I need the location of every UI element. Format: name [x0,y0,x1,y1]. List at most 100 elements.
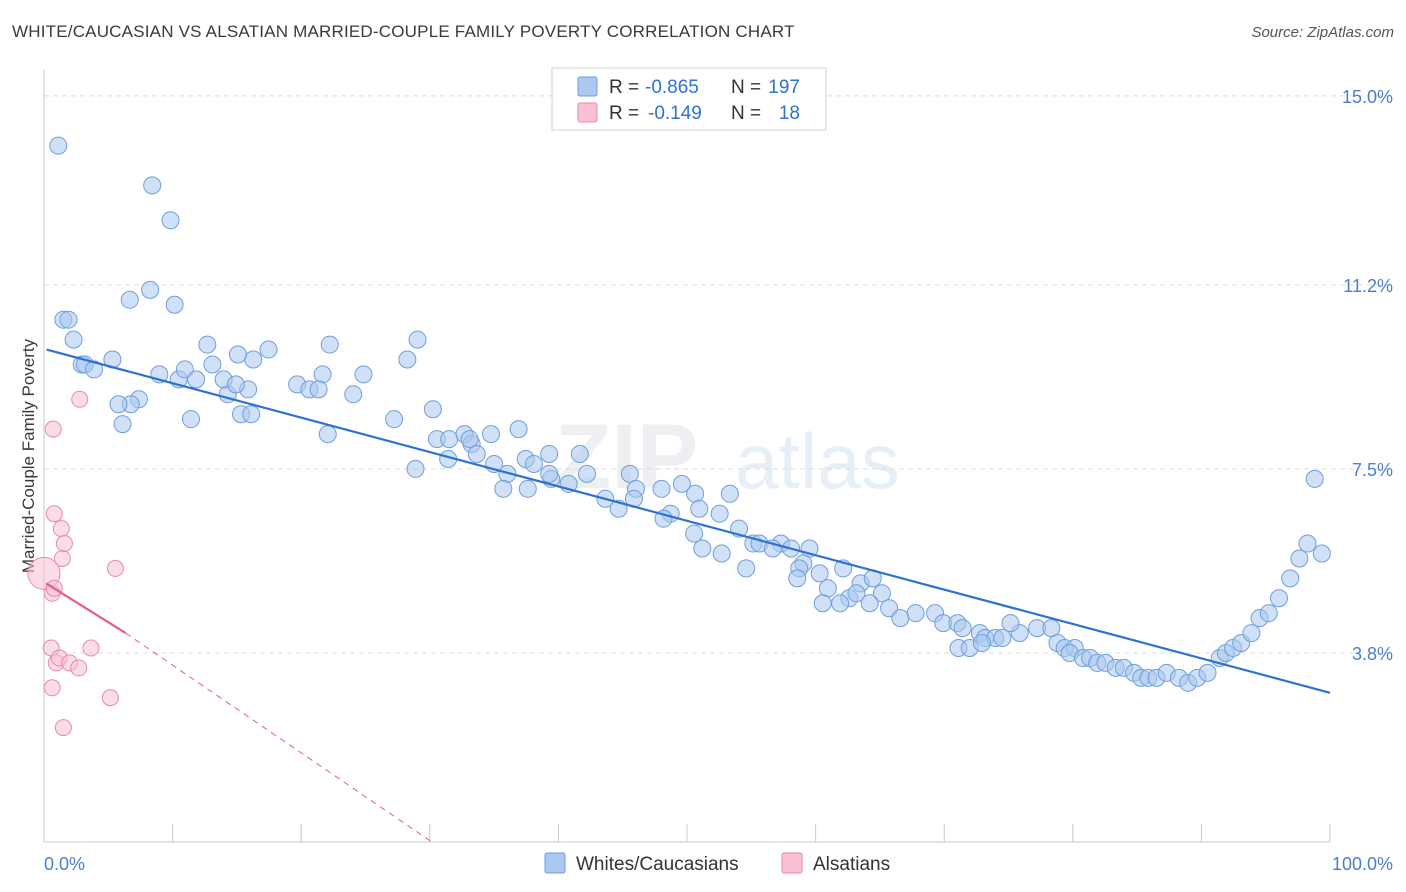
point-whites [143,176,162,195]
gridlines [44,95,1393,654]
x-tick-label-min: 0.0% [44,854,85,874]
point-whites [540,464,559,483]
point-whites [120,290,139,309]
point-whites [242,405,261,424]
point-whites [259,340,278,359]
point-whites [198,335,217,354]
point-whites [309,380,328,399]
stats-legend-blue-swatch [577,76,598,97]
point-whites [1001,614,1020,633]
point-whites [203,355,222,374]
series-legend: Whites/Caucasians Alsatians [544,852,890,875]
point-alsatians [54,719,72,737]
point-whites [226,375,245,394]
stats-n-value-blue: 197 [768,77,800,98]
point-whites [686,484,705,503]
point-whites [406,459,425,478]
point-whites [49,136,68,155]
point-whites [1312,544,1331,563]
point-whites [385,410,404,429]
point-alsatians [45,505,63,523]
point-whites [737,559,756,578]
point-alsatians [82,639,100,657]
point-whites [1281,569,1300,588]
point-whites [993,629,1012,648]
legend-alsatians-swatch [781,852,803,874]
x-tick-label-max: 100.0% [1332,854,1393,874]
y-tick-label: 7.5% [1352,460,1393,480]
point-whites [187,370,206,389]
stats-n-label-blue: N = [731,77,761,98]
point-whites [1198,663,1217,682]
point-whites [570,445,589,463]
series-alsatians-points [27,390,124,737]
y-tick-label: 11.2% [1343,276,1393,296]
trend-lines [45,348,1331,843]
legend-whites-label: Whites/Caucasians [576,854,739,875]
point-whites [244,350,263,369]
point-whites [693,539,712,558]
y-tick-label: 15.0% [1342,87,1393,107]
stats-r-value-pink: -0.149 [648,103,702,124]
watermark-atlas: atlas [735,417,900,505]
point-whites [847,584,866,603]
point-alsatians [70,659,88,677]
point-alsatians [55,535,73,553]
y-tick-label: 3.8% [1352,644,1393,664]
point-whites [953,619,972,638]
y-tick-labels: 3.8% 7.5% 11.2% 15.0% [1342,87,1393,664]
point-whites [518,479,537,498]
trend-whites [46,348,1331,694]
stats-n-value-pink: 18 [779,103,800,124]
stats-r-value-blue: -0.865 [645,77,699,98]
point-whites [460,430,479,449]
point-whites [175,360,194,379]
point-whites [165,295,184,314]
point-whites [113,415,132,434]
point-whites [1290,549,1309,568]
point-whites [891,609,910,628]
point-whites [818,579,837,598]
point-whites [398,350,417,369]
point-whites [710,504,729,523]
point-whites [1259,604,1278,623]
point-whites [482,425,501,444]
point-whites [872,584,891,603]
point-whites [318,425,337,444]
point-alsatians [106,559,124,577]
point-whites [720,484,739,503]
point-whites [509,420,528,439]
point-whites [313,365,332,384]
point-whites [577,464,596,483]
chart-title: WHITE/CAUCASIAN VS ALSATIAN MARRIED-COUP… [12,22,795,41]
trend-alsatians [45,582,127,635]
point-whites [354,365,373,384]
point-whites [524,454,543,473]
point-whites [64,330,83,349]
point-whites [408,330,427,349]
point-whites [181,410,200,429]
point-whites [1305,469,1324,488]
point-whites [85,360,104,379]
point-whites [467,445,486,463]
stats-legend: R = -0.865 N = 197 R = -0.149 N = 18 [551,67,827,131]
point-alsatians [44,420,62,438]
trend-alsatians-extension [125,632,433,843]
point-whites [672,474,691,493]
point-alsatians [71,390,89,408]
point-whites [1242,624,1261,643]
stats-n-label-pink: N = [731,103,761,124]
x-axis-ticks [43,824,1331,842]
point-whites [810,564,829,583]
point-alsatians [43,679,61,697]
point-whites [906,604,925,623]
point-whites [141,280,160,299]
point-whites [712,544,731,563]
point-whites [494,479,513,498]
point-whites [860,594,879,613]
series-whites-points [49,136,1331,692]
stats-r-label-pink: R = [609,103,639,124]
legend-whites-swatch [544,852,566,874]
point-alsatians [52,520,70,538]
